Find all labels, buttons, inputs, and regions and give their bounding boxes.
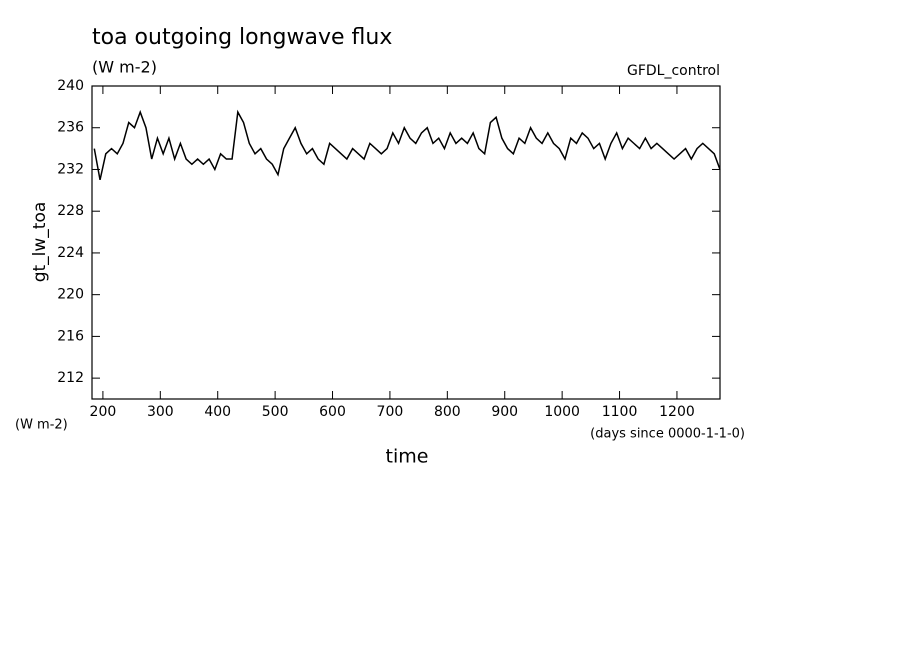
x-tick-label: 400 xyxy=(204,404,231,420)
dataset-label: GFDL_control xyxy=(627,63,720,79)
x-tick-label: 800 xyxy=(434,404,461,420)
x-tick-label: 500 xyxy=(262,404,289,420)
y-axis-label: gt_lw_toa xyxy=(30,202,50,283)
y-units: (W m-2) xyxy=(15,418,68,433)
y-tick-label: 236 xyxy=(57,120,84,136)
x-axis-label: time xyxy=(386,446,429,468)
y-tick-label: 216 xyxy=(57,328,84,344)
x-tick-label: 1200 xyxy=(659,404,695,420)
y-tick-label: 240 xyxy=(57,78,84,94)
plot-frame xyxy=(91,85,721,400)
x-tick-label: 1100 xyxy=(602,404,638,420)
y-tick-label: 232 xyxy=(57,161,84,177)
y-tick-label: 224 xyxy=(57,245,84,261)
y-tick-label: 212 xyxy=(57,370,84,386)
chart-subtitle: (W m-2) xyxy=(92,58,157,77)
x-tick-label: 700 xyxy=(377,404,404,420)
x-tick-label: 300 xyxy=(147,404,174,420)
y-tick-label: 228 xyxy=(57,203,84,219)
data-line xyxy=(93,109,721,181)
x-tick-label: 600 xyxy=(319,404,346,420)
x-units: (days since 0000-1-1-0) xyxy=(590,427,745,442)
x-tick-label: 900 xyxy=(491,404,518,420)
x-tick-label: 1000 xyxy=(544,404,580,420)
y-tick-label: 220 xyxy=(57,287,84,303)
chart-title: toa outgoing longwave flux xyxy=(92,25,392,50)
x-tick-label: 200 xyxy=(90,404,117,420)
